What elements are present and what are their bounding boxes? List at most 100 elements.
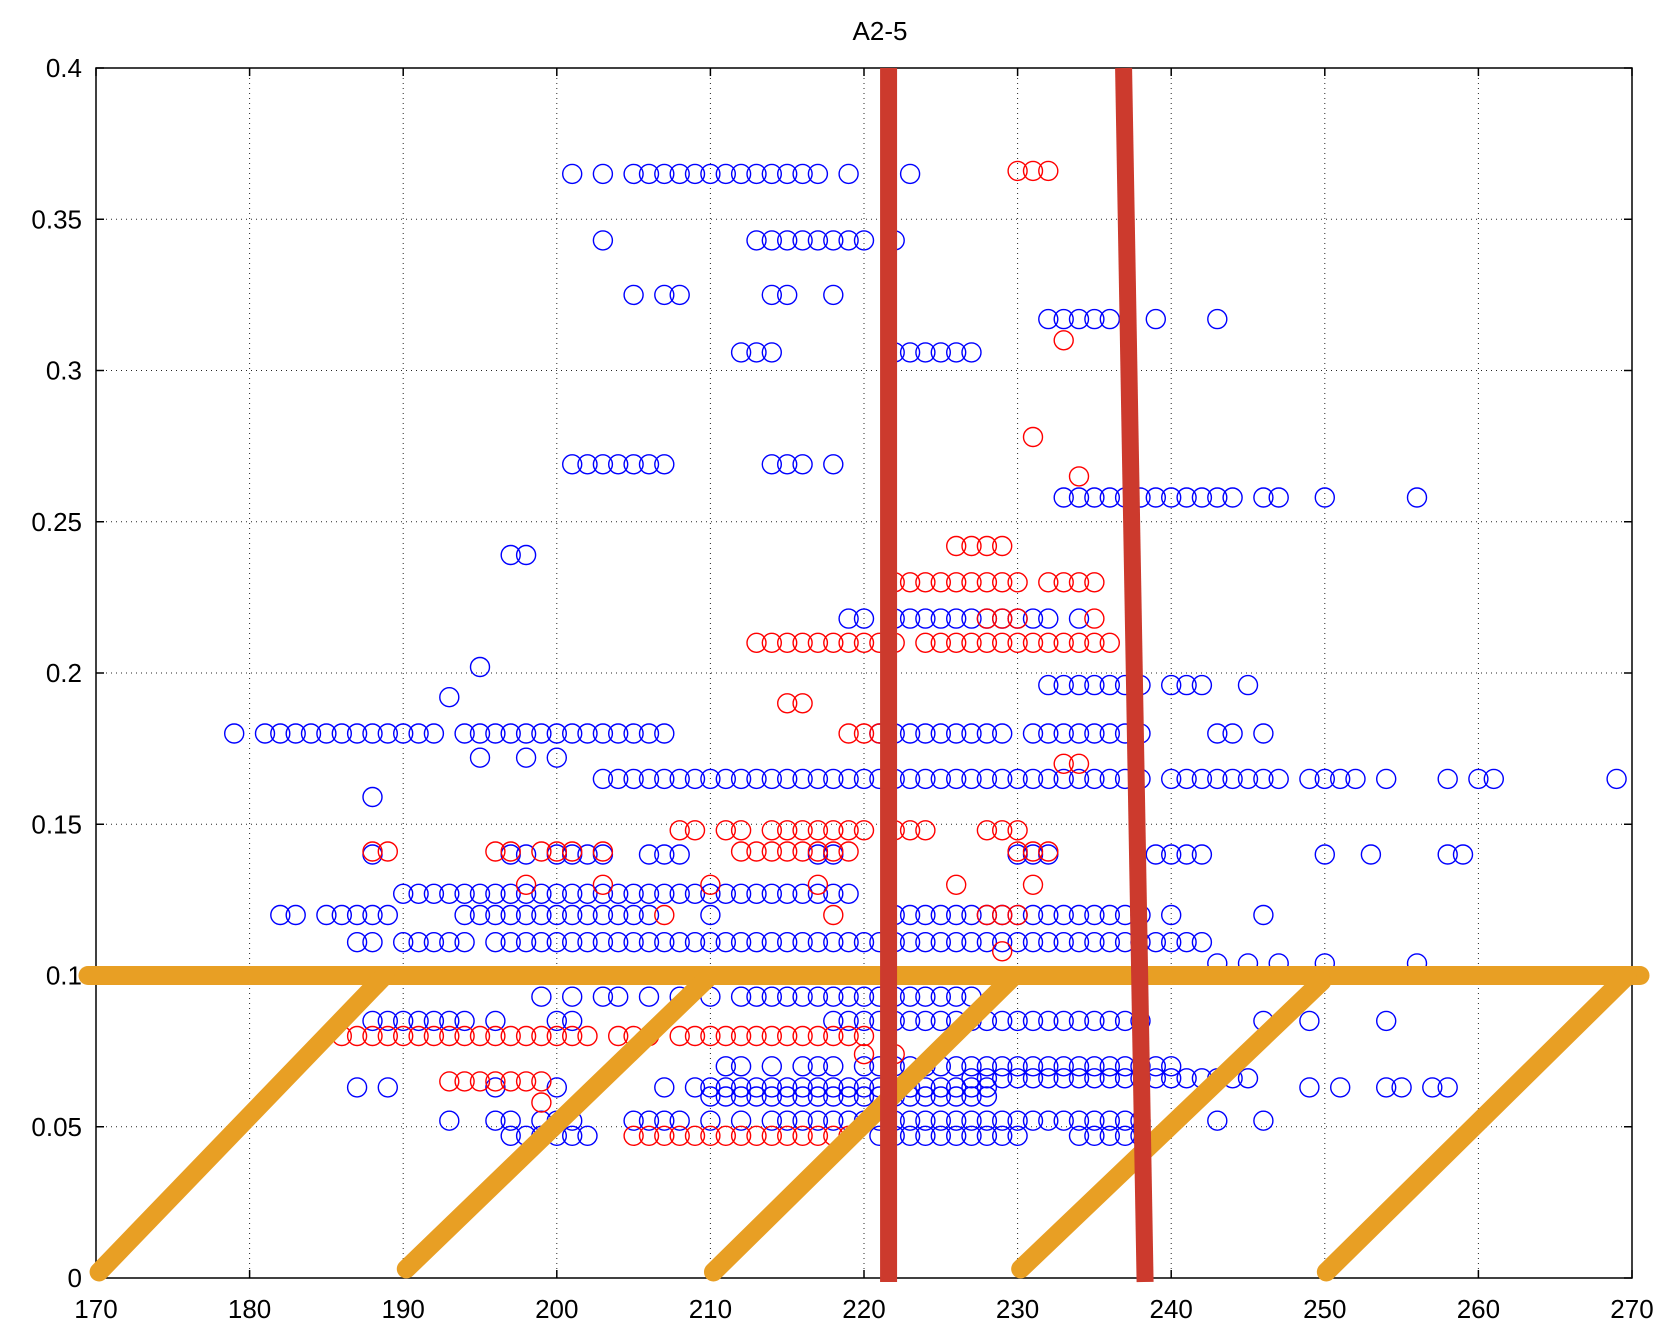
- data-point-red: [515, 1071, 537, 1092]
- data-point-blue: [961, 1125, 982, 1147]
- data-point-blue: [1038, 1110, 1059, 1131]
- data-point-red: [777, 693, 798, 714]
- data-point-red: [946, 572, 967, 593]
- data-point-red: [1022, 841, 1044, 862]
- data-point-blue: [730, 768, 752, 790]
- data-point-blue: [838, 608, 859, 629]
- data-point-red: [899, 820, 921, 841]
- data-point-blue: [684, 1077, 706, 1098]
- data-point-blue: [1022, 932, 1044, 953]
- data-point-blue: [761, 284, 782, 306]
- data-point-red: [546, 841, 567, 862]
- data-point-red: [807, 874, 829, 895]
- data-point-blue: [1437, 844, 1458, 865]
- data-point-blue: [592, 768, 614, 790]
- data-point-blue: [638, 723, 660, 744]
- data-point-blue: [1022, 608, 1044, 629]
- data-point-red: [777, 1025, 798, 1047]
- data-point-blue: [700, 1077, 721, 1098]
- data-point-red: [992, 535, 1013, 557]
- data-point-blue: [669, 1110, 690, 1131]
- data-point-red: [838, 820, 859, 841]
- data-point-blue: [454, 883, 475, 904]
- data-point-blue: [777, 1086, 798, 1107]
- data-point-blue: [838, 163, 859, 185]
- data-point-blue: [1237, 674, 1259, 696]
- data-point-red: [792, 693, 813, 714]
- data-point-blue: [254, 723, 276, 744]
- data-point-red: [946, 632, 967, 653]
- data-point-blue: [1099, 768, 1121, 790]
- data-point-red: [608, 1025, 629, 1047]
- data-point-red: [777, 632, 798, 653]
- x-tick-label: 180: [228, 1294, 271, 1324]
- data-point-blue: [1375, 1077, 1397, 1098]
- data-point-red: [961, 535, 982, 557]
- data-point-blue: [1222, 768, 1243, 790]
- data-point-blue: [807, 1110, 829, 1131]
- data-point-blue: [946, 986, 967, 1007]
- data-point-blue: [899, 723, 921, 744]
- data-point-blue: [777, 1110, 798, 1131]
- data-point-blue: [1068, 1068, 1090, 1089]
- data-point-blue: [469, 747, 491, 768]
- data-point-blue: [669, 932, 690, 953]
- data-point-blue: [761, 454, 782, 475]
- x-tick-label: 190: [382, 1294, 425, 1324]
- series-blue: [223, 163, 1627, 1147]
- data-point-blue: [899, 608, 921, 629]
- data-point-red: [439, 1071, 460, 1092]
- data-point-blue: [1606, 768, 1627, 790]
- data-point-blue: [638, 454, 660, 475]
- data-point-blue: [1160, 487, 1182, 508]
- data-point-blue: [961, 768, 982, 790]
- data-point-red: [792, 1125, 813, 1147]
- data-point-red: [1038, 572, 1059, 593]
- data-point-red: [1038, 160, 1059, 182]
- x-tick-label: 230: [996, 1294, 1039, 1324]
- data-point-red: [746, 1025, 767, 1047]
- data-point-blue: [730, 163, 752, 185]
- data-point-blue: [562, 986, 583, 1007]
- data-point-red: [1007, 160, 1028, 182]
- data-point-blue: [915, 1125, 936, 1147]
- data-point-red: [761, 632, 782, 653]
- data-point-blue: [1084, 1125, 1105, 1147]
- data-point-blue: [1237, 768, 1259, 790]
- data-point-blue: [669, 163, 690, 185]
- data-point-blue: [1452, 844, 1474, 865]
- data-point-red: [1084, 632, 1105, 653]
- data-point-blue: [1038, 674, 1059, 696]
- data-point-blue: [669, 284, 690, 306]
- x-tick-label: 220: [842, 1294, 885, 1324]
- data-point-red: [930, 632, 951, 653]
- data-point-blue: [761, 932, 782, 953]
- data-point-blue: [915, 1086, 936, 1107]
- y-tick-label: 0.05: [31, 1112, 82, 1142]
- data-point-blue: [1084, 674, 1105, 696]
- data-point-blue: [393, 1010, 414, 1032]
- data-point-red: [362, 841, 383, 862]
- data-point-blue: [807, 932, 829, 953]
- data-point-blue: [346, 723, 368, 744]
- data-point-blue: [1068, 487, 1090, 508]
- data-point-red: [362, 1025, 383, 1047]
- data-point-blue: [715, 163, 736, 185]
- data-point-blue: [684, 163, 706, 185]
- data-point-red: [792, 1025, 813, 1047]
- data-point-blue: [408, 883, 429, 904]
- data-point-blue: [1038, 723, 1059, 744]
- data-point-blue: [1253, 723, 1274, 744]
- data-point-blue: [992, 1068, 1013, 1089]
- data-point-blue: [362, 904, 383, 926]
- data-point-red: [715, 820, 736, 841]
- data-point-blue: [792, 768, 813, 790]
- data-point-blue: [761, 1077, 782, 1098]
- data-point-blue: [1253, 487, 1274, 508]
- data-point-red: [823, 632, 844, 653]
- data-point-blue: [654, 844, 675, 865]
- data-point-blue: [976, 723, 998, 744]
- data-point-blue: [623, 883, 644, 904]
- data-point-blue: [1191, 768, 1213, 790]
- data-point-blue: [992, 768, 1013, 790]
